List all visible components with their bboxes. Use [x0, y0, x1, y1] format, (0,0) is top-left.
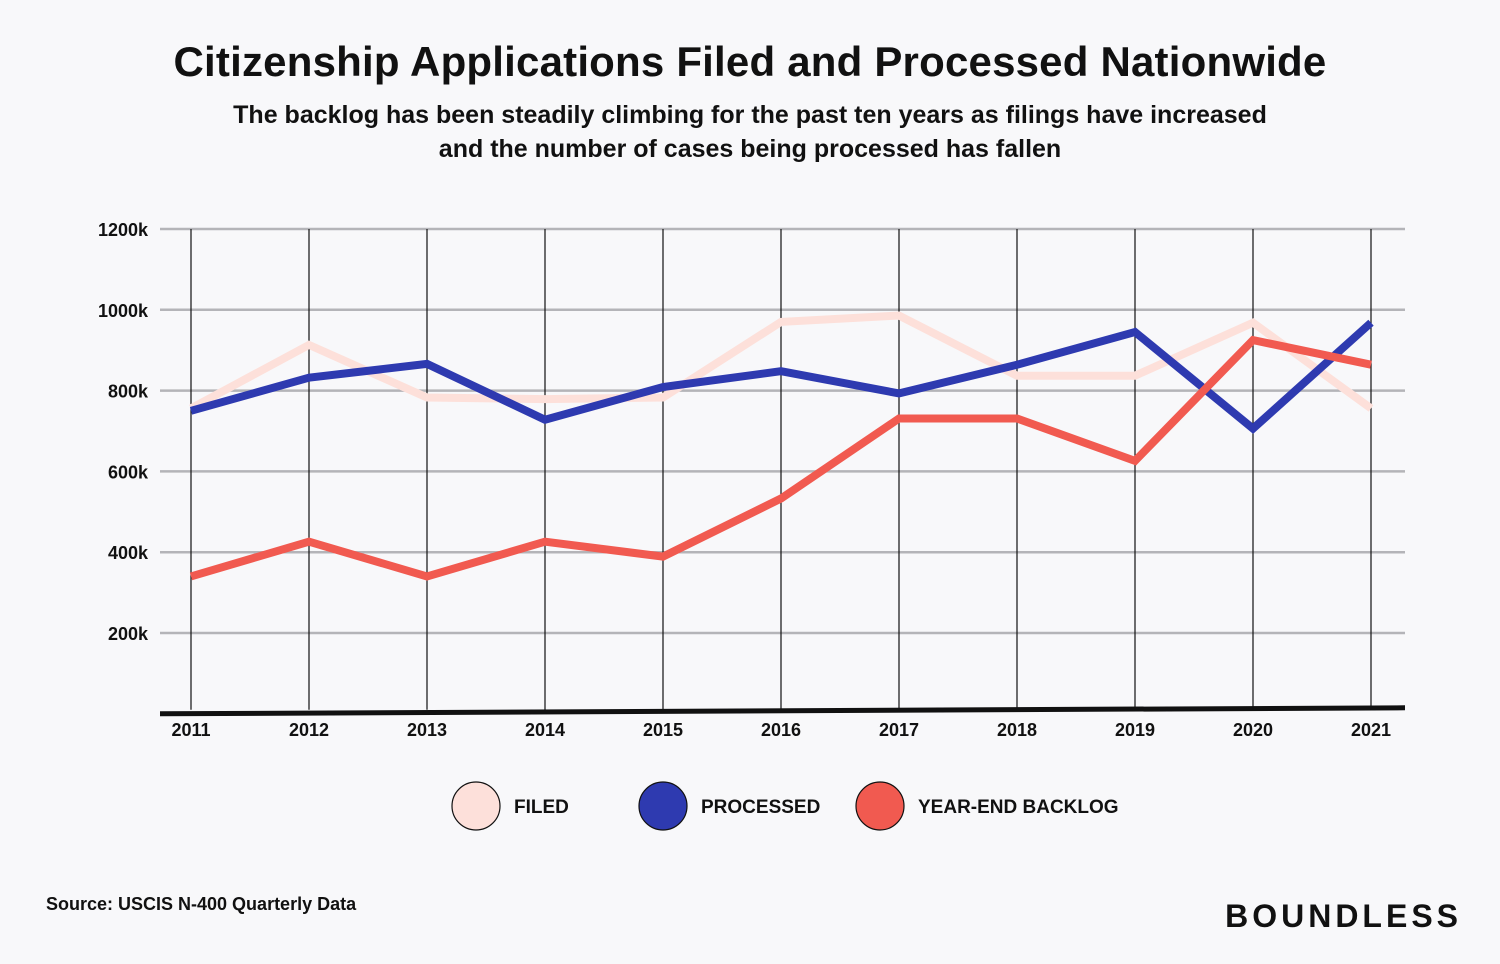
subtitle-line-2: and the number of cases being processed … [438, 135, 1062, 163]
x-tick-label: 2017 [879, 720, 919, 740]
y-tick-label: 1200k [98, 220, 149, 240]
x-tick-label: 2013 [407, 720, 447, 740]
vertical-gridlines [190, 229, 1372, 710]
x-tick-label: 2011 [171, 720, 210, 740]
subtitle-line-1: The backlog has been steadily climbing f… [233, 101, 1267, 129]
x-axis-tick-labels: 2011 2012 2013 2014 2015 2016 2017 2018 2019 2020… [171, 720, 1391, 740]
chart-subtitle: The backlog has been steadily climbing f… [200, 98, 1300, 166]
x-tick-label: 2012 [289, 720, 329, 740]
series-line-filed [189, 311, 1374, 412]
series-line-year-end-backlog [189, 335, 1372, 581]
x-axis-baseline [159, 705, 1406, 717]
x-tick-label: 2014 [525, 720, 565, 740]
x-tick-label: 2021 [1351, 720, 1391, 740]
x-axis-line [159, 705, 1406, 717]
brand-logo: BOUNDLESS [1225, 898, 1462, 934]
legend-swatch [855, 781, 905, 831]
legend-swatch [451, 781, 501, 831]
y-tick-label: 200k [108, 624, 149, 644]
x-tick-label: 2018 [997, 720, 1037, 740]
x-tick-label: 2016 [761, 720, 801, 740]
y-tick-label: 800k [108, 382, 149, 402]
legend: FILED PROCESSED YEAR-END BACKLOG [451, 781, 1119, 831]
legend-label: YEAR-END BACKLOG [918, 797, 1119, 818]
x-tick-label: 2015 [643, 720, 683, 740]
source-note: Source: USCIS N-400 Quarterly Data [46, 894, 357, 914]
y-tick-label: 1000k [98, 301, 149, 321]
series-line-processed [189, 319, 1374, 434]
legend-swatch [638, 781, 688, 831]
chart-title: Citizenship Applications Filed and Proce… [173, 38, 1327, 85]
horizontal-gridlines [160, 227, 1405, 635]
legend-label: FILED [514, 797, 569, 818]
legend-label: PROCESSED [701, 797, 820, 818]
series-lines [189, 311, 1374, 581]
x-tick-label: 2019 [1115, 720, 1155, 740]
x-tick-label: 2020 [1233, 720, 1273, 740]
y-tick-label: 600k [108, 462, 149, 482]
y-axis-tick-labels: 200k 400k 600k 800k 1000k 1200k [98, 220, 149, 644]
y-tick-label: 400k [108, 543, 149, 563]
